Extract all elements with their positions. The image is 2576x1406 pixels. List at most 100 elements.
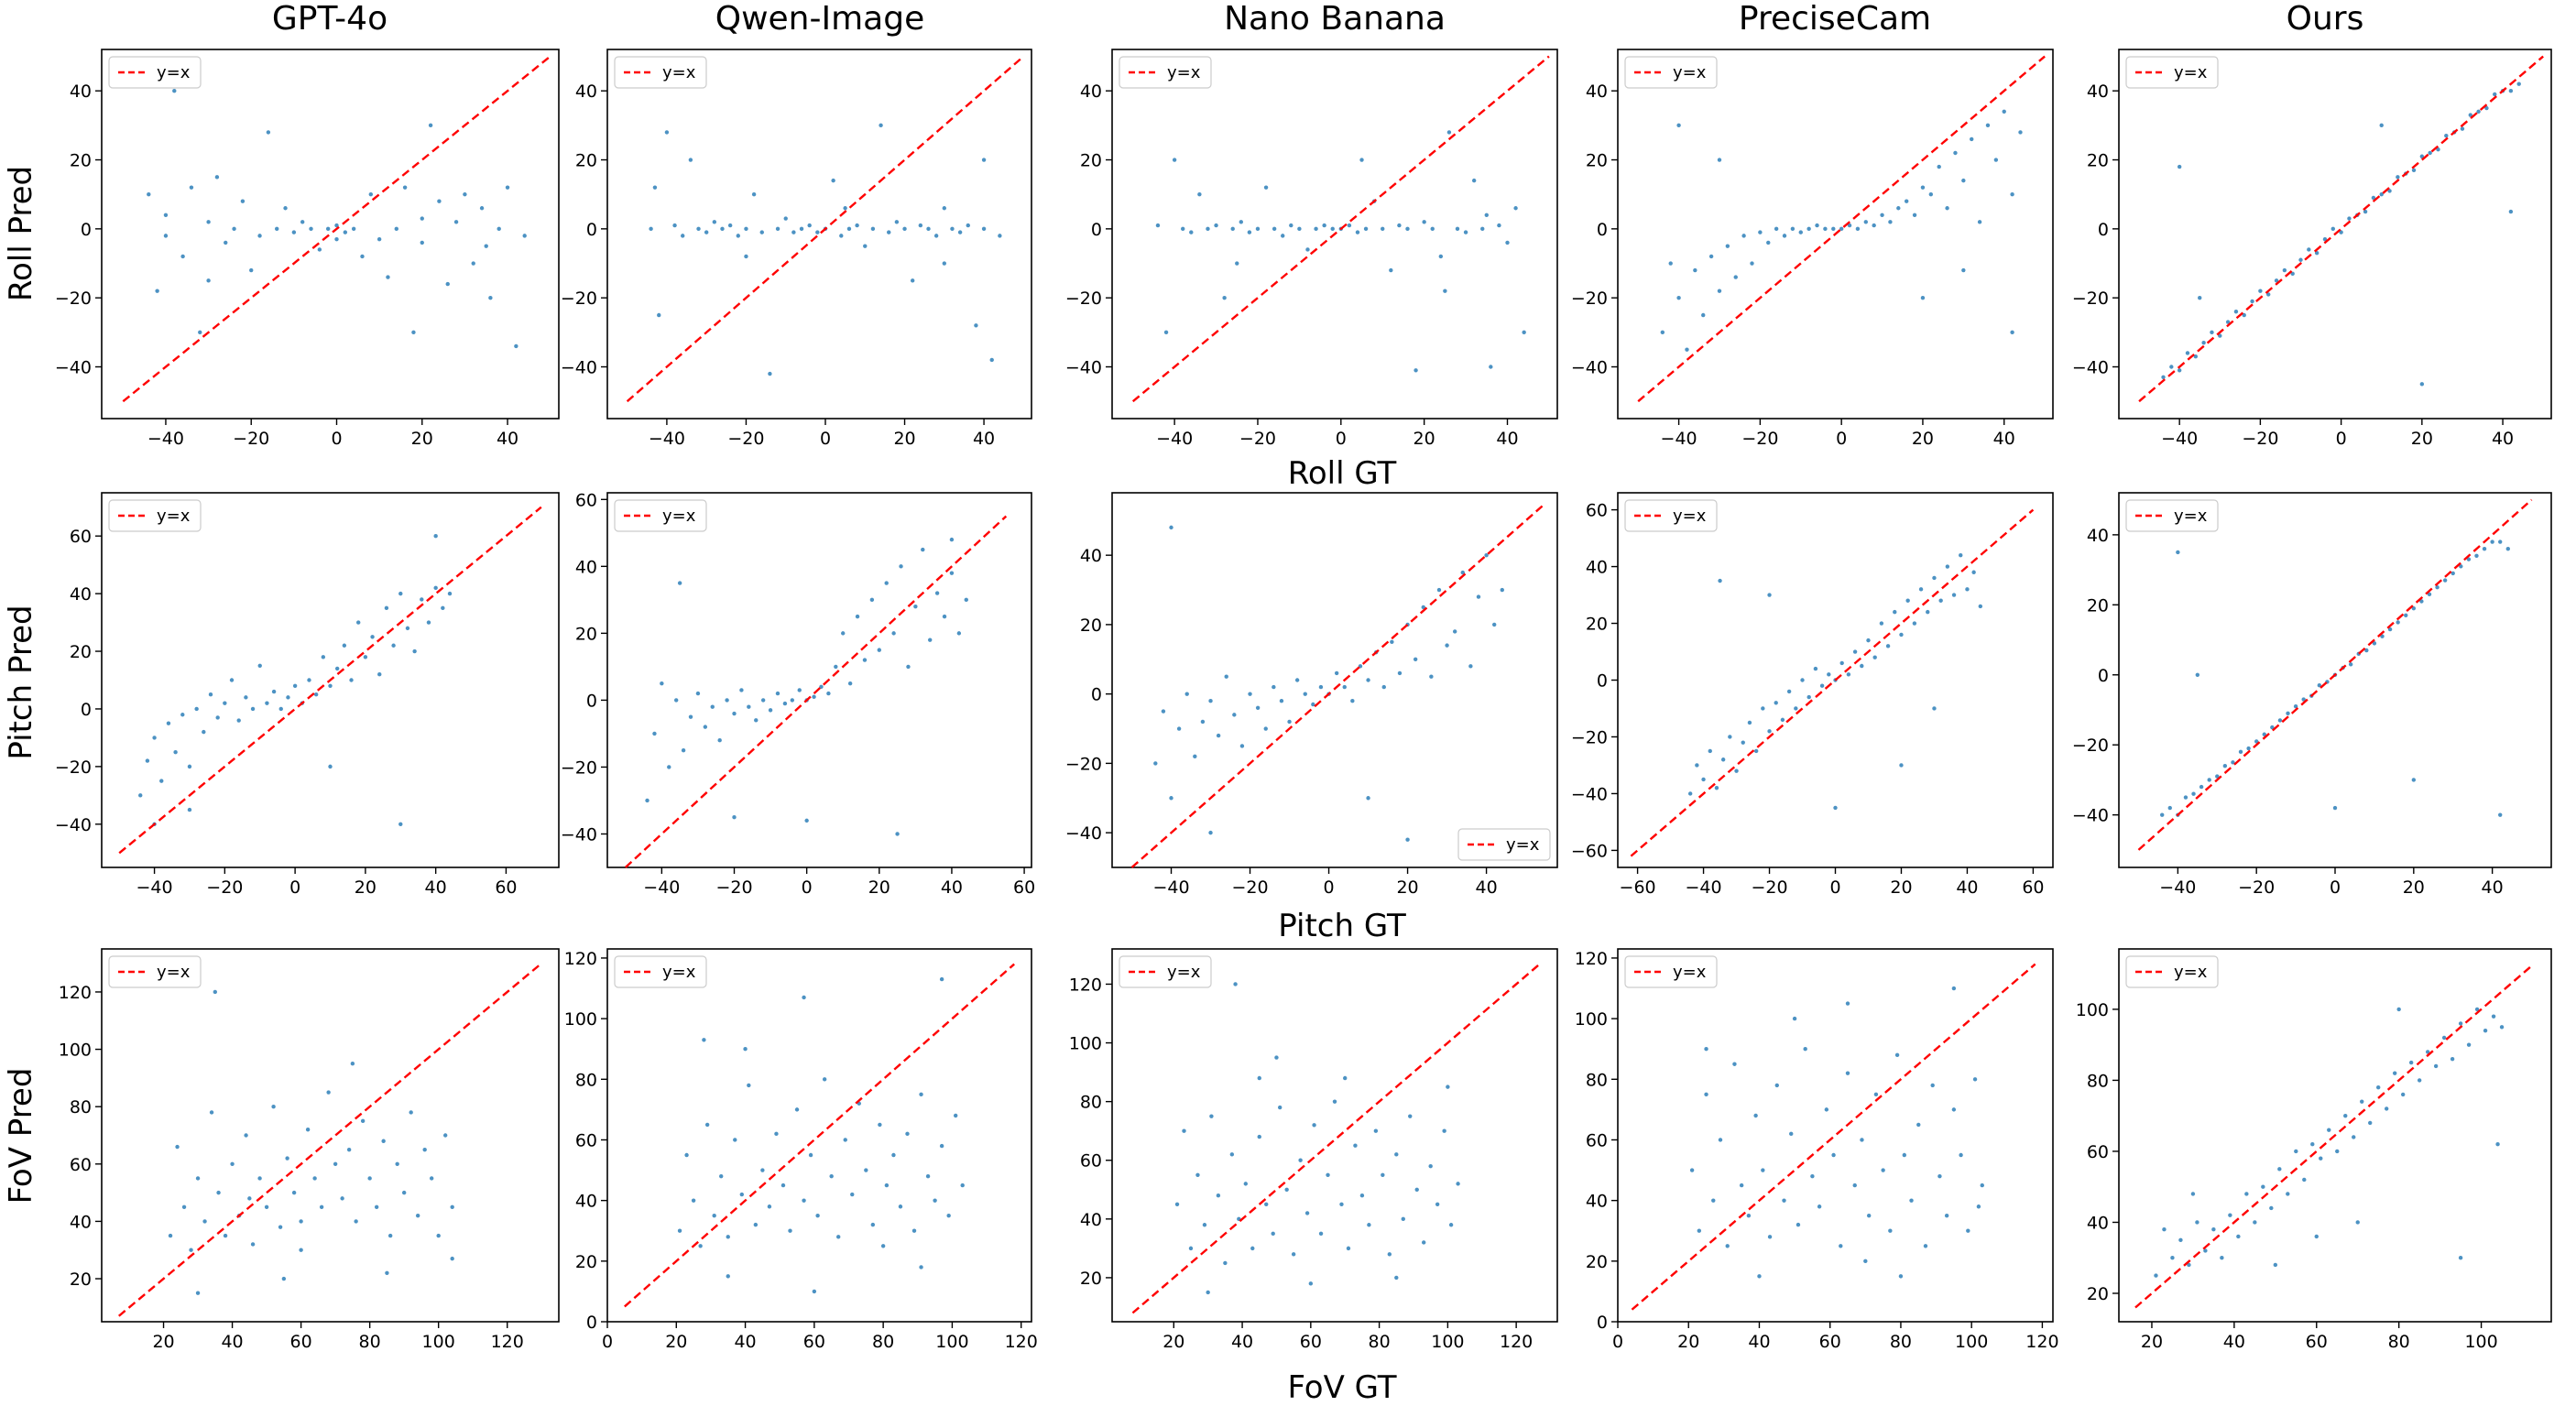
data-point — [1208, 699, 1213, 703]
data-point — [1405, 837, 1410, 842]
data-point — [887, 230, 891, 234]
data-point — [884, 1183, 890, 1188]
data-point — [826, 691, 831, 696]
legend: y=x — [108, 56, 202, 89]
data-point — [712, 220, 717, 224]
data-point — [2238, 749, 2243, 755]
data-point — [1800, 678, 1805, 682]
data-point — [189, 185, 194, 190]
data-point — [326, 1090, 331, 1095]
y-tick-label: 20 — [2087, 595, 2109, 616]
data-point — [285, 1156, 289, 1161]
data-point — [869, 597, 875, 603]
data-point — [299, 1219, 303, 1224]
data-point — [1896, 206, 1901, 211]
data-point — [2474, 1007, 2480, 1012]
legend: y=x — [1624, 56, 1718, 89]
data-point — [1366, 796, 1370, 801]
data-point — [1902, 1152, 1907, 1158]
data-point — [660, 681, 664, 686]
data-point — [717, 738, 722, 743]
data-point — [1491, 622, 1497, 627]
y-tick-label: −40 — [2072, 806, 2109, 826]
x-tick-label: −20 — [1741, 429, 1778, 449]
data-point — [453, 220, 459, 224]
data-point — [1389, 267, 1393, 273]
data-point — [1326, 1172, 1330, 1177]
x-tick-label: 0 — [1829, 877, 1840, 898]
legend: y=x — [1119, 56, 1212, 89]
data-point — [1367, 1223, 1371, 1227]
data-point — [1774, 701, 1778, 705]
data-point — [2225, 320, 2231, 324]
data-point — [215, 715, 220, 720]
data-point — [1232, 713, 1237, 717]
x-tick-label: 40 — [1496, 429, 1518, 449]
legend-box — [2125, 56, 2219, 89]
data-point — [1993, 158, 1999, 162]
legend-box — [2125, 955, 2219, 988]
data-point — [1330, 226, 1335, 232]
data-point — [1767, 1235, 1773, 1239]
data-point — [1930, 1083, 1935, 1088]
data-point — [1813, 666, 1818, 671]
data-point — [2458, 1021, 2463, 1026]
data-point — [2508, 88, 2514, 93]
y-tick-label: 60 — [1586, 501, 1608, 521]
x-tick-label: 120 — [491, 1332, 524, 1352]
data-point — [1885, 644, 1891, 649]
data-point — [202, 729, 206, 735]
data-point — [1284, 1187, 1289, 1192]
legend-box — [614, 56, 707, 89]
data-point — [328, 764, 333, 769]
legend-label: y=x — [1673, 63, 1707, 82]
data-point — [2408, 1060, 2414, 1065]
data-point — [1428, 1163, 1433, 1169]
x-tick-label: 20 — [1414, 429, 1435, 449]
data-point — [934, 591, 940, 595]
data-point — [367, 1176, 372, 1181]
data-point — [2154, 1273, 2158, 1278]
data-point — [1289, 223, 1293, 228]
data-point — [2428, 150, 2432, 156]
data-point — [815, 1213, 820, 1218]
y-tick-label: 40 — [70, 1212, 92, 1232]
plot-frame — [1111, 948, 1558, 1323]
data-point — [1442, 1128, 1446, 1133]
y-tick-label: 120 — [59, 983, 92, 1003]
data-point — [925, 1173, 931, 1179]
legend-label: y=x — [662, 63, 696, 82]
data-point — [1965, 587, 1970, 592]
legend-box — [1624, 499, 1718, 532]
data-point — [1247, 230, 1252, 234]
y-tick-label: 20 — [575, 1252, 597, 1272]
y-tick-label: −20 — [1571, 289, 1608, 309]
data-point — [799, 226, 804, 232]
data-point — [767, 1204, 772, 1209]
data-point — [1448, 1223, 1454, 1227]
data-point — [240, 199, 246, 203]
data-point — [1920, 295, 1926, 300]
data-point — [681, 234, 685, 238]
data-point — [2376, 1084, 2381, 1090]
data-point — [1831, 1152, 1836, 1158]
data-point — [760, 1168, 765, 1172]
data-point — [1972, 1077, 1978, 1082]
data-point — [1422, 220, 1426, 224]
data-point — [2319, 1156, 2323, 1161]
data-point — [926, 226, 931, 232]
data-point — [1414, 368, 1418, 373]
x-tick-label: 80 — [1369, 1332, 1391, 1352]
x-tick-label: 40 — [1956, 877, 1978, 898]
data-point — [1959, 1152, 1963, 1158]
y-tick-label: −40 — [561, 358, 597, 378]
y-tick-label: 0 — [2098, 220, 2109, 240]
data-point — [696, 226, 701, 232]
data-point — [1717, 289, 1722, 293]
data-point — [1676, 295, 1681, 300]
y-tick-label: 40 — [1586, 558, 1608, 578]
data-point — [747, 1083, 751, 1088]
data-point — [812, 694, 816, 699]
y-tick-label: 0 — [1597, 671, 1608, 692]
x-tick-label: 120 — [1005, 1332, 1038, 1352]
